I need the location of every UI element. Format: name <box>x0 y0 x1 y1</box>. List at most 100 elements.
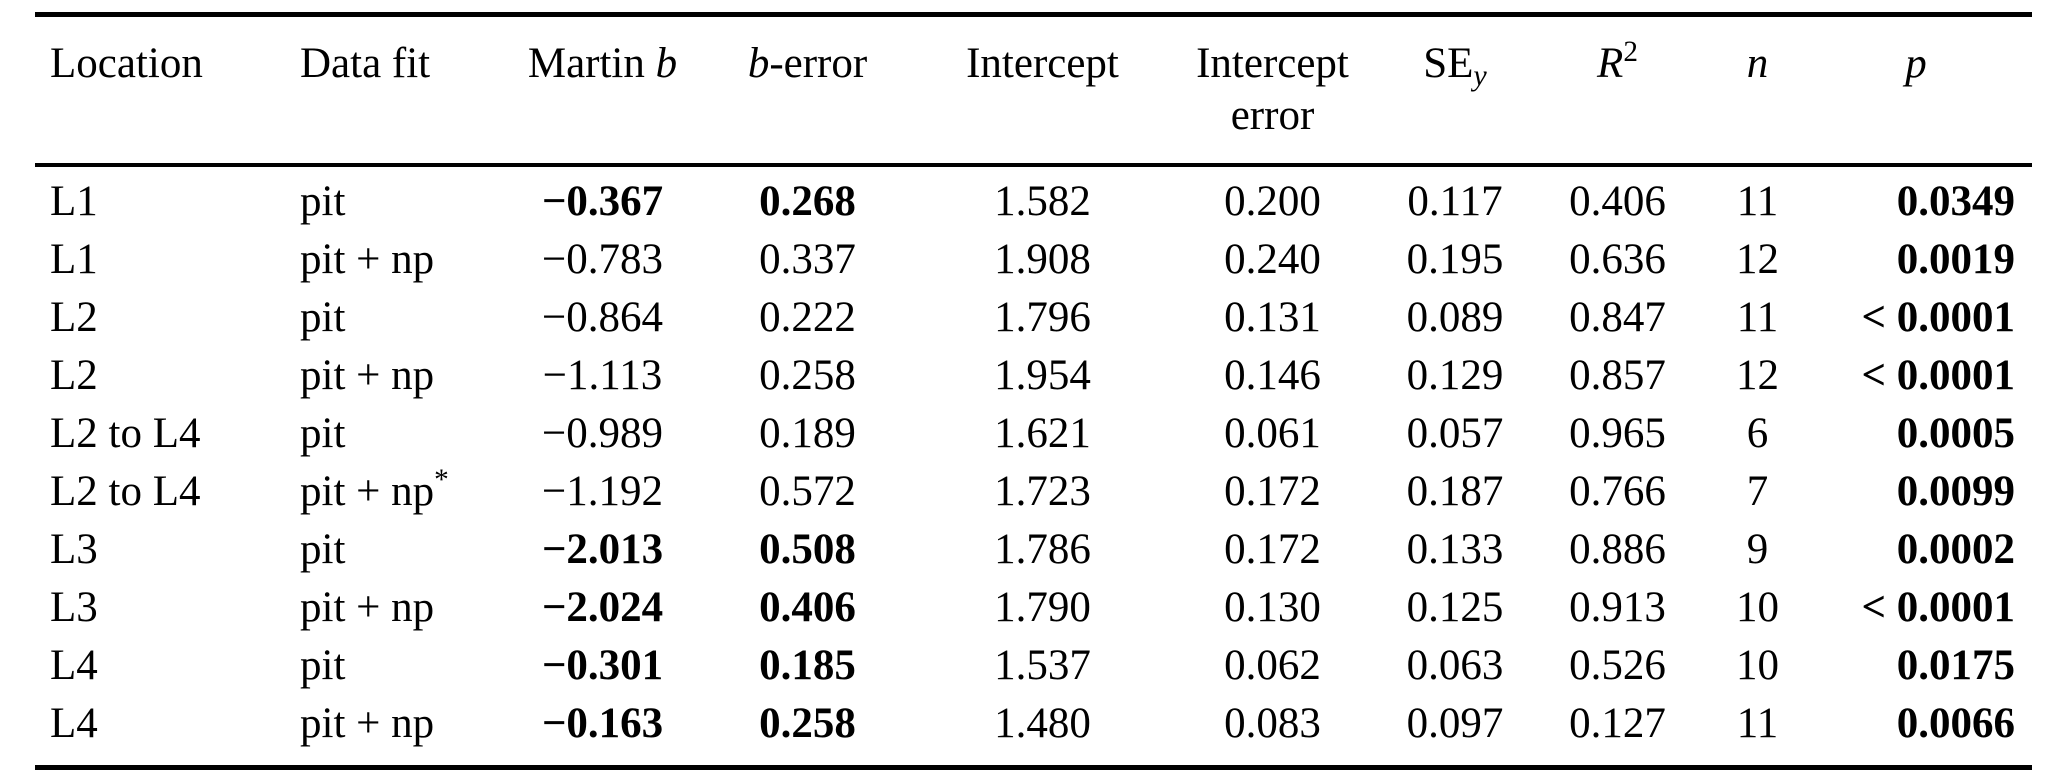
cell-p: 0.0349 <box>1896 178 2015 225</box>
col-header-b_err: b-error <box>685 14 930 167</box>
header-label-segment: b <box>655 40 678 87</box>
cell-intercept: 1.954 <box>994 352 1091 399</box>
cell-r2: 0.847 <box>1569 294 1666 341</box>
header-label-segment: R <box>1597 40 1624 87</box>
cell-n: 6 <box>1746 410 1769 457</box>
cell-b_err: 0.258 <box>759 700 856 747</box>
cell-n: 12 <box>1736 236 1779 283</box>
table-row: L4 pit + np −0.163 0.258 1.480 0.083 0.097 0.12… <box>35 695 2032 768</box>
cell-b: −2.024 <box>541 584 664 631</box>
col-header-r2: R2 <box>1520 14 1715 167</box>
table-row: L1 pit −0.367 0.268 1.582 0.200 0.117 0.406 11 0.… <box>35 165 2032 231</box>
cell-int_err: 0.172 <box>1224 468 1321 515</box>
cell-int_err: 0.146 <box>1224 352 1321 399</box>
cell-b_err: 0.222 <box>759 294 856 341</box>
cell-fit: pit + np <box>300 700 435 747</box>
cell-r2: 0.766 <box>1569 468 1666 515</box>
cell-b_err: 0.268 <box>759 178 856 225</box>
col-header-int_err: Intercept error <box>1155 14 1390 167</box>
cell-int_err: 0.131 <box>1224 294 1321 341</box>
col-header-se: SEy <box>1390 14 1520 167</box>
cell-b: −1.192 <box>541 468 663 515</box>
col-header-p: p <box>1800 14 2032 167</box>
header-label-segment: p <box>1905 40 1927 87</box>
cell-location: L2 to L4 <box>50 468 201 515</box>
table-row: L2 to L4 pit −0.989 0.189 1.621 0.061 0.057 0.9… <box>35 405 2032 463</box>
cell-b_err: 0.189 <box>759 410 856 457</box>
col-header-location: Location <box>35 14 285 167</box>
cell-b: −0.989 <box>541 410 663 457</box>
cell-se: 0.063 <box>1406 642 1504 689</box>
cell-n: 9 <box>1746 526 1769 573</box>
table-row: L3 pit −2.013 0.508 1.786 0.172 0.133 0.886 9 0.0… <box>35 521 2032 579</box>
cell-int_err: 0.083 <box>1224 700 1321 747</box>
cell-intercept: 1.796 <box>994 294 1091 341</box>
cell-se: 0.117 <box>1407 178 1503 225</box>
cell-int_err: 0.062 <box>1224 642 1321 689</box>
cell-intercept: 1.621 <box>994 410 1091 457</box>
cell-r2: 0.913 <box>1569 584 1666 631</box>
cell-p: < 0.0001 <box>1861 352 2015 399</box>
cell-se: 0.097 <box>1406 700 1504 747</box>
cell-location: L1 <box>50 236 98 283</box>
table-row: L2 pit −0.864 0.222 1.796 0.131 0.089 0.847 11 < … <box>35 289 2032 347</box>
cell-se: 0.195 <box>1406 236 1504 283</box>
header-label-segment: Intercept <box>1196 40 1349 87</box>
header-label-segment: y <box>1473 57 1487 92</box>
table-row: L2 pit + np −1.113 0.258 1.954 0.146 0.129 0.85… <box>35 347 2032 405</box>
cell-int_err: 0.130 <box>1224 584 1321 631</box>
cell-int_err: 0.061 <box>1224 410 1321 457</box>
cell-p: 0.0175 <box>1896 642 2015 689</box>
cell-int_err: 0.200 <box>1224 178 1321 225</box>
cell-r2: 0.886 <box>1569 526 1666 573</box>
cell-intercept: 1.790 <box>994 584 1091 631</box>
cell-intercept: 1.480 <box>994 700 1091 747</box>
header-label-segment: n <box>1746 40 1769 87</box>
cell-b: −0.864 <box>541 294 663 341</box>
footnote-asterisk: * <box>434 463 449 496</box>
header-label-segment: -error <box>769 40 868 87</box>
cell-fit: pit + np <box>300 352 435 399</box>
cell-p: 0.0099 <box>1896 468 2015 515</box>
cell-location: L1 <box>50 178 98 225</box>
cell-p: 0.0002 <box>1896 526 2015 573</box>
cell-n: 11 <box>1736 294 1779 341</box>
header-label-segment: Intercept <box>966 40 1119 87</box>
cell-n: 11 <box>1736 178 1779 225</box>
cell-fit: pit + np <box>300 236 435 283</box>
col-header-b: Martin b <box>520 14 685 167</box>
cell-b_err: 0.258 <box>759 352 856 399</box>
cell-intercept: 1.786 <box>994 526 1091 573</box>
cell-b_err: 0.185 <box>759 642 856 689</box>
cell-se: 0.057 <box>1406 410 1504 457</box>
table-header-row: Location Data fit Martin b b-error Intercept… <box>35 14 2032 167</box>
cell-fit: pit <box>300 642 346 689</box>
cell-se: 0.125 <box>1406 584 1504 631</box>
cell-n: 7 <box>1746 468 1769 515</box>
cell-n: 10 <box>1736 642 1779 689</box>
cell-fit: pit + np <box>300 584 435 631</box>
cell-p: 0.0066 <box>1896 700 2015 747</box>
cell-intercept: 1.723 <box>994 468 1091 515</box>
cell-b: −0.163 <box>541 700 664 747</box>
cell-b_err: 0.508 <box>759 526 856 573</box>
table-row: L2 to L4 pit + np* −1.192 0.572 1.723 0.172 0.… <box>35 463 2032 521</box>
cell-b: −0.301 <box>541 642 664 689</box>
cell-p: < 0.0001 <box>1861 294 2015 341</box>
cell-n: 10 <box>1736 584 1779 631</box>
header-label-segment: error <box>1230 92 1315 139</box>
cell-intercept: 1.582 <box>994 178 1091 225</box>
cell-intercept: 1.908 <box>994 236 1091 283</box>
cell-b_err: 0.572 <box>759 468 856 515</box>
header-label-segment: Martin <box>527 40 656 87</box>
cell-r2: 0.127 <box>1569 700 1666 747</box>
cell-se: 0.133 <box>1406 526 1504 573</box>
cell-se: 0.089 <box>1406 294 1504 341</box>
cell-p: 0.0019 <box>1896 236 2015 283</box>
cell-fit: pit + np* <box>300 463 449 515</box>
table-row: L3 pit + np −2.024 0.406 1.790 0.130 0.125 0.91… <box>35 579 2032 637</box>
cell-b_err: 0.337 <box>759 236 856 283</box>
col-header-fit: Data fit <box>285 14 520 167</box>
table-row: L1 pit + np −0.783 0.337 1.908 0.240 0.195 0.63… <box>35 231 2032 289</box>
